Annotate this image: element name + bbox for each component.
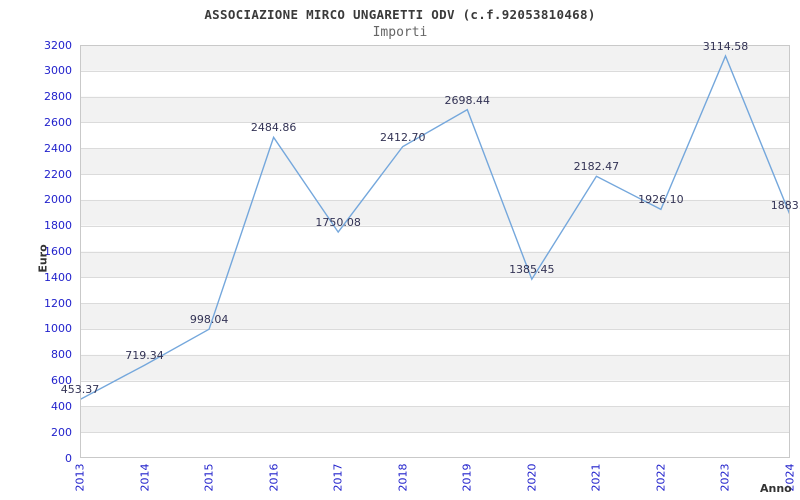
y-tick-label: 2200: [44, 167, 72, 181]
band: [80, 122, 790, 149]
band: [80, 148, 790, 175]
y-axis-label: Euro: [36, 244, 50, 273]
plot-border: [80, 45, 790, 458]
x-tick-label: 2014: [138, 463, 152, 492]
band: [80, 70, 790, 97]
y-tick-label: 1600: [44, 245, 72, 258]
y-tick-label: 1000: [44, 322, 72, 336]
point-value-label: 3114.58: [702, 40, 749, 54]
band: [80, 277, 790, 304]
point-value-label: 719.34: [125, 349, 164, 363]
band: [80, 380, 790, 407]
band: [80, 303, 790, 329]
x-tick-label: 2020: [525, 463, 539, 492]
x-tick-label: 2023: [718, 463, 732, 492]
background-bands: [80, 45, 790, 458]
band: [80, 432, 790, 458]
y-tick-label: 2000: [44, 193, 72, 207]
band: [80, 199, 790, 226]
band: [80, 45, 790, 71]
y-tick-label: 3200: [44, 38, 72, 52]
point-value-label: 453.37: [60, 383, 100, 397]
band: [80, 328, 790, 355]
chart-title: ASSOCIAZIONE MIRCO UNGARETTI ODV (c.f.92…: [204, 7, 596, 22]
y-tick-label: 2800: [44, 90, 72, 104]
plot-area: [80, 45, 790, 458]
x-tick-label: 2021: [589, 463, 603, 492]
point-value-label: 1883.4: [770, 198, 800, 212]
band: [80, 406, 790, 433]
y-tick-label: 800: [51, 348, 72, 362]
x-axis-label: Anno: [760, 482, 792, 495]
gridlines: [80, 71, 790, 433]
data-line: [80, 54, 790, 401]
x-tick-label: 2013: [73, 463, 87, 492]
point-value-label: 1926.10: [638, 193, 684, 207]
chart-subtitle: Importi: [372, 25, 428, 40]
x-tick-label: 2016: [267, 463, 281, 492]
y-tick-label: 1800: [44, 219, 72, 233]
y-tick-label: 2600: [44, 115, 72, 129]
y-tick-label: 3000: [44, 64, 72, 78]
x-tick-label: 2017: [331, 463, 345, 492]
band: [80, 225, 790, 252]
band: [80, 96, 790, 123]
point-value-label: 998.04: [189, 313, 229, 327]
x-tick-label: 2015: [202, 463, 216, 492]
y-tick-label: 0: [65, 451, 72, 465]
y-tick-label: 400: [51, 399, 72, 413]
x-tick-label: 2022: [654, 463, 668, 492]
point-value-label: 2412.70: [379, 130, 426, 144]
x-tick-label: 2018: [396, 463, 410, 492]
y-tick-label: 200: [51, 425, 72, 439]
point-value-label: 1385.45: [509, 263, 555, 277]
x-tick-label: 2019: [460, 463, 474, 492]
band: [80, 251, 790, 278]
y-tick-label: 2400: [44, 141, 72, 155]
band: [80, 354, 790, 381]
point-value-label: 2182.47: [573, 160, 620, 174]
point-value-label: 2484.86: [250, 121, 297, 135]
y-tick-label: 600: [51, 374, 72, 388]
band: [80, 174, 790, 200]
point-value-label: 1750.08: [315, 216, 361, 230]
y-tick-label: 1400: [44, 270, 72, 284]
y-tick-label: 1200: [44, 296, 72, 310]
point-value-label: 2698.44: [444, 93, 491, 107]
